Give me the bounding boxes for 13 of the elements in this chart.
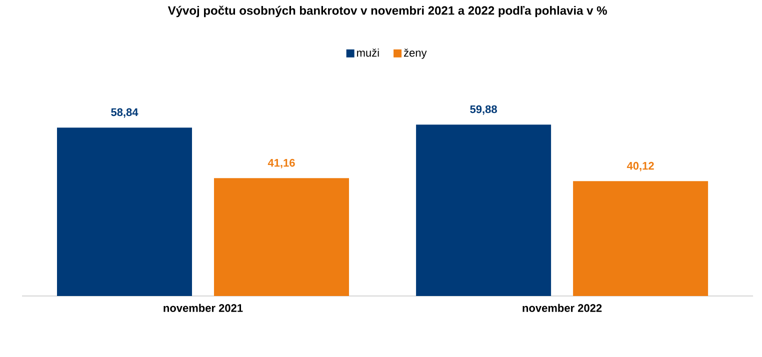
chart-title: Vývoj počtu osobných bankrotov v novembri 2021 a 2022 podľa pohlavia v % bbox=[168, 6, 607, 18]
bar bbox=[416, 124, 552, 296]
data-label: 59,88 bbox=[470, 105, 497, 115]
bar bbox=[214, 178, 350, 296]
data-label: 41,16 bbox=[268, 158, 295, 168]
data-label: 58,84 bbox=[111, 108, 138, 118]
data-label: 40,12 bbox=[626, 162, 654, 172]
legend-label: ženy bbox=[404, 48, 427, 59]
legend-label: muži bbox=[357, 48, 379, 57]
x-tick-label: november 2021 bbox=[164, 304, 243, 312]
x-tick-label: november 2022 bbox=[522, 304, 602, 312]
bar bbox=[573, 181, 708, 296]
bar bbox=[57, 128, 192, 296]
